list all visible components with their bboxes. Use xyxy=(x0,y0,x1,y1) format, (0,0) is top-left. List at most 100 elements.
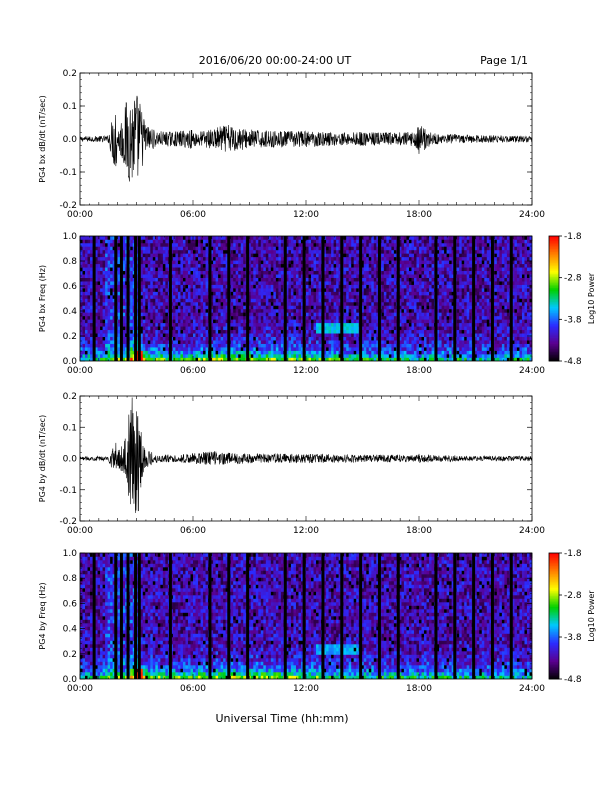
bx-spectrogram-cell xyxy=(182,246,186,251)
bx-spectrogram-cell xyxy=(295,246,299,251)
bx-spectrogram-cell xyxy=(155,308,159,313)
bx-spectrogram-cell xyxy=(87,284,91,289)
bx-spectrogram-cell xyxy=(401,312,405,317)
bx-spectrogram-cell xyxy=(308,281,312,285)
bx-spectrogram-cell xyxy=(346,270,349,275)
bx-spectrogram-cell xyxy=(313,256,317,261)
bx-spectrogram-cell xyxy=(338,336,342,341)
bx-spectrogram-cell xyxy=(147,319,151,324)
bx-spectrogram-cell xyxy=(270,284,274,289)
bx-spectrogram-cell xyxy=(270,288,274,292)
bx-spectrogram-cell xyxy=(280,236,284,240)
bx-spectrogram-cell xyxy=(351,340,355,344)
bx-spectrogram-cell xyxy=(155,354,159,358)
bx-spectrogram-cell xyxy=(250,270,254,275)
bx-spectrogram-cell xyxy=(200,239,204,244)
bx-spectrogram-cell xyxy=(95,270,98,275)
bx-spectrogram-cell xyxy=(82,256,86,261)
bx-spectrogram-cell xyxy=(366,291,370,296)
bx-spectrogram-cell xyxy=(333,312,337,317)
bx-spectrogram-cell xyxy=(393,343,397,348)
bx-spectrogram-cell xyxy=(250,357,254,361)
bx-spectrogram-cell xyxy=(160,263,164,268)
bx-spectrogram-cell xyxy=(150,301,154,306)
bx-spectrogram-cell xyxy=(213,277,216,282)
bx-spectrogram-cell xyxy=(233,277,236,282)
bx-spectrogram-cell xyxy=(147,281,151,285)
bx-spectrogram-cell xyxy=(275,239,279,244)
bx-spectrogram-cell xyxy=(328,336,332,341)
bx-spectrogram-cell xyxy=(213,274,216,278)
bx-spectrogram-cell xyxy=(393,253,397,258)
bx-spectrogram-cell xyxy=(87,354,91,358)
bx-spectrogram-cell xyxy=(117,308,121,313)
bx-spectrogram-cell xyxy=(187,239,191,244)
bx-spectrogram-cell xyxy=(346,277,349,282)
bx-spectrogram-cell xyxy=(316,340,319,344)
bx-spectrogram-cell xyxy=(215,305,219,310)
bx-spectrogram-cell xyxy=(180,236,184,240)
bx-spectrogram-cell xyxy=(298,277,302,282)
bx-spectrogram-cell xyxy=(311,253,314,258)
bx-spectrogram-cell xyxy=(298,253,302,258)
bx-spectrogram-cell xyxy=(122,308,126,313)
bx-spectrogram-cell xyxy=(300,350,304,355)
bx-spectrogram-cell xyxy=(346,246,349,251)
bx-spectrogram-cell xyxy=(233,298,236,303)
bx-spectrogram-cell xyxy=(185,249,189,254)
bx-spectrogram-cell xyxy=(408,322,412,327)
bx-spectrogram-cell xyxy=(215,340,219,344)
bx-spectrogram-cell xyxy=(80,260,83,265)
bx-spectrogram-cell xyxy=(250,305,254,310)
bx-spectrogram-cell xyxy=(255,267,259,272)
bx-spectrogram-cell xyxy=(218,281,221,285)
bx-spectrogram-cell xyxy=(288,246,292,251)
bx-spectrogram-cell xyxy=(265,256,269,261)
bx-spectrogram-cell xyxy=(403,347,407,351)
bx-spectrogram-cell xyxy=(391,270,395,275)
bx-spectrogram-cell xyxy=(85,291,88,296)
bx-spectrogram-cell xyxy=(343,357,347,361)
bx-spectrogram-cell xyxy=(373,340,377,344)
bx-spectrogram-cell xyxy=(293,253,297,258)
bx-spectrogram-cell xyxy=(165,267,169,272)
bx-spectrogram-cell xyxy=(205,343,209,348)
bx-spectrogram-cell xyxy=(278,277,282,282)
bx-spectrogram-cell xyxy=(250,263,254,268)
bx-spectrogram-cell xyxy=(343,298,347,303)
bx-spectrogram-cell xyxy=(157,329,161,334)
bx-spectrogram-cell xyxy=(338,242,342,247)
bx-spectrogram-cell xyxy=(152,256,156,261)
bx-spectrogram-cell xyxy=(353,242,357,247)
bx-spectrogram-cell xyxy=(250,288,254,292)
bx-spectrogram-cell xyxy=(82,288,86,292)
bx-spectrogram-cell xyxy=(373,260,377,265)
bx-spectrogram-cell xyxy=(243,350,247,355)
bx-spectrogram-cell xyxy=(398,350,402,355)
bx-spectrogram-cell xyxy=(288,333,292,337)
bx-spectrogram-cell xyxy=(187,326,191,331)
bx-spectrogram-cell xyxy=(175,343,179,348)
bx-spectrogram-cell xyxy=(185,242,189,247)
figure-title: 2016/06/20 00:00-24:00 UT xyxy=(199,54,352,67)
bx-spectrogram-cell xyxy=(177,256,181,261)
bx-spectrogram-cell xyxy=(260,260,264,265)
bx-spectrogram-cell xyxy=(187,274,191,278)
bx-spectrogram-cell xyxy=(142,308,146,313)
bx-spectrogram-cell xyxy=(381,350,385,355)
bx-spectrogram-cell xyxy=(190,329,194,334)
bx-spectrogram-cell xyxy=(218,340,221,344)
bx-spectrogram-cell xyxy=(213,242,216,247)
bx-spectrogram-cell xyxy=(388,347,392,351)
bx-spectrogram-cell xyxy=(295,357,299,361)
bx-spectrogram-cell xyxy=(366,242,370,247)
bx-spectrogram-cell xyxy=(203,305,206,310)
bx-spectrogram-cell xyxy=(356,298,360,303)
bx-spectrogram-cell xyxy=(175,295,179,299)
bx-spectrogram-cell xyxy=(193,315,196,320)
bx-spectrogram-cell xyxy=(117,239,121,244)
bx-spectrogram-cell xyxy=(338,284,342,289)
bx-spectrogram-cell xyxy=(230,270,234,275)
bx-spectrogram-cell xyxy=(280,239,284,244)
bx-spectrogram-cell xyxy=(223,301,226,306)
